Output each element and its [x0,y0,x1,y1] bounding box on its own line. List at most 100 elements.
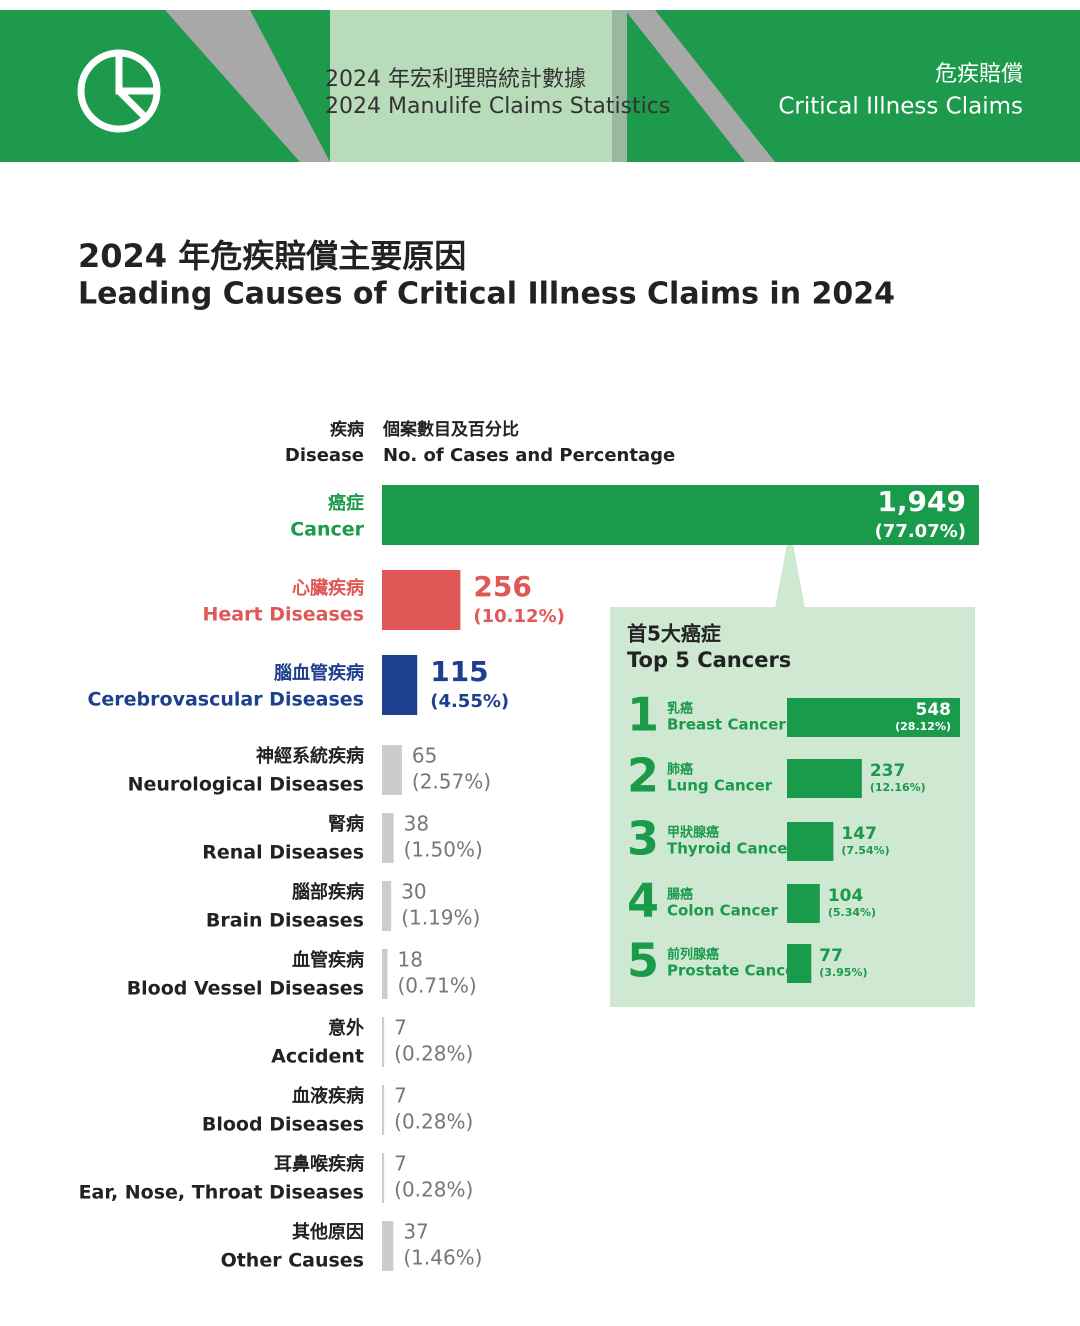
value-label: 30 [401,880,426,904]
percentage-label: (0.28%) [394,1042,473,1066]
percentage-label: (1.46%) [403,1246,482,1270]
column-header: No. of Cases and Percentage [383,445,675,466]
percentage-label: (1.19%) [401,906,480,930]
column-header: 疾病 [330,419,364,440]
percentage-label: (0.71%) [398,974,477,998]
callout-pointer [775,528,805,608]
category-label: Thyroid Cancer [667,840,795,858]
header-divider [612,10,627,162]
category-label: 血管疾病 [292,949,364,971]
bar [382,881,392,931]
value-label: 256 [473,570,531,603]
value-label: 7 [394,1152,407,1176]
category-label: 耳鼻喉疾病 [274,1153,364,1175]
category-label: 乳癌 [667,701,693,717]
value-label: 18 [398,948,423,972]
bar [787,698,960,737]
value-label: 65 [412,744,437,768]
bar [382,1153,385,1203]
category-label: Heart Diseases [203,604,364,626]
category-label: 癌症 [328,492,364,514]
category-label: 腸癌 [667,887,693,903]
value-label: 77 [819,946,843,966]
percentage-label: (10.12%) [473,606,564,627]
panel-subtitle: Top 5 Cancers [627,648,791,672]
category-label: 腦部疾病 [292,881,364,903]
section-title: Critical Illness Claims [778,94,1023,120]
bar [787,884,820,923]
percentage-label: (77.07%) [875,521,966,542]
category-label: Other Causes [221,1250,364,1272]
category-label: 前列腺癌 [667,947,719,963]
category-label: Cancer [290,519,364,541]
bar [382,1017,385,1067]
category-label: Breast Cancer [667,716,786,734]
value-label: 7 [394,1016,407,1040]
value-label: 104 [828,886,864,906]
rank: 2 [627,749,659,803]
category-label: Cerebrovascular Diseases [87,689,364,711]
bar [382,655,418,715]
percentage-label: (3.95%) [819,966,867,979]
value-label: 7 [394,1084,407,1108]
section-title: 危疾賠償 [935,62,1023,87]
rank: 1 [627,688,659,742]
top5-panel [610,607,975,1007]
bar [382,1085,385,1135]
rank: 4 [627,874,659,928]
value-label: 37 [403,1220,428,1244]
category-label: 腎病 [328,813,364,835]
value-label: 147 [841,824,877,844]
chart-title: 2024 年危疾賠償主要原因 [78,237,466,275]
category-label: Blood Diseases [202,1114,364,1136]
category-label: Brain Diseases [206,910,364,932]
category-label: Renal Diseases [202,842,364,864]
header-title: 2024 年宏利理賠統計數據 [325,67,586,92]
category-label: Blood Vessel Diseases [127,978,364,1000]
bar [382,949,388,999]
column-header: 個案數目及百分比 [382,419,519,440]
header-stripe [625,10,775,162]
header-stripe [165,10,330,162]
category-label: 心臟疾病 [292,577,364,599]
category-label: 其他原因 [292,1221,364,1243]
logo [77,49,161,133]
bar [787,944,812,983]
percentage-label: (1.50%) [404,838,483,862]
category-label: Accident [271,1046,364,1068]
chart-subtitle: Leading Causes of Critical Illness Claim… [78,277,895,312]
percentage-label: (4.55%) [430,691,509,712]
percentage-label: (5.34%) [828,906,876,919]
rank: 5 [627,934,659,988]
bar [382,570,461,630]
bar [382,485,979,545]
category-label: 血液疾病 [292,1085,364,1107]
category-label: Lung Cancer [667,777,773,795]
category-label: Colon Cancer [667,902,779,920]
category-label: Prostate Cancer [667,962,803,980]
header-panel [330,10,612,162]
value-label: 237 [870,761,906,781]
percentage-label: (28.12%) [895,720,951,733]
value-label: 1,949 [877,485,966,518]
category-label: 意外 [328,1017,364,1039]
category-label: 肺癌 [667,762,693,778]
value-label: 38 [404,812,429,836]
value-label: 115 [430,655,488,688]
percentage-label: (12.16%) [870,781,926,794]
bar [382,1221,394,1271]
bar [382,813,394,863]
bar [787,759,862,798]
category-label: 神經系統疾病 [256,745,364,767]
percentage-label: (0.28%) [394,1178,473,1202]
category-label: 腦血管疾病 [274,662,364,684]
panel-title: 首5大癌症 [627,622,721,646]
percentage-label: (2.57%) [412,770,491,794]
value-label: 548 [916,700,952,720]
percentage-label: (0.28%) [394,1110,473,1134]
percentage-label: (7.54%) [841,844,889,857]
category-label: Ear, Nose, Throat Diseases [79,1182,364,1204]
rank: 3 [627,812,659,866]
category-label: Neurological Diseases [128,774,364,796]
